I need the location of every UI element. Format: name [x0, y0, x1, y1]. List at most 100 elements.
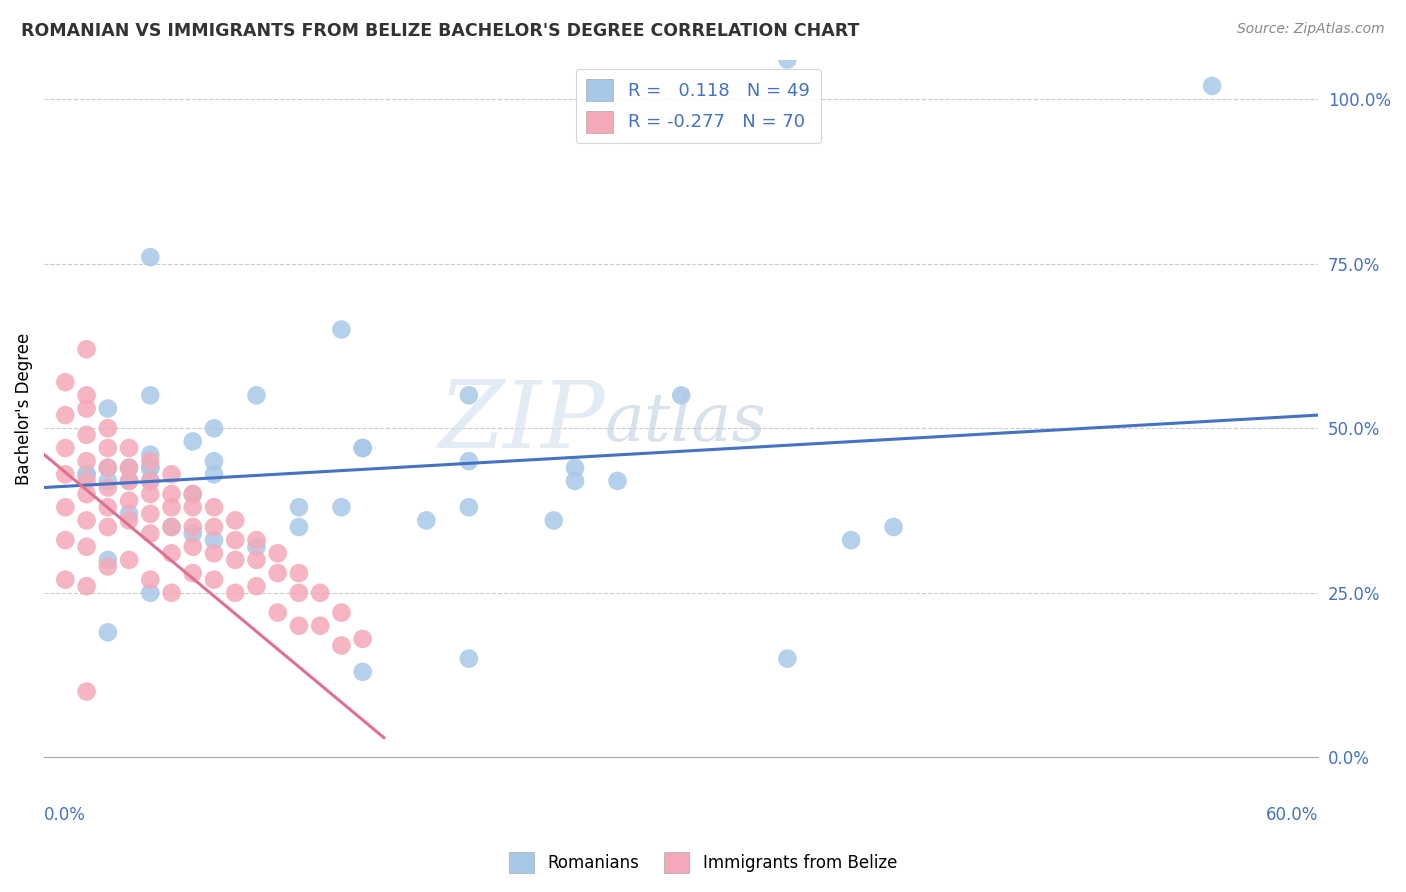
- Point: [139, 460, 162, 475]
- Point: [330, 639, 353, 653]
- Point: [139, 448, 162, 462]
- Point: [181, 540, 204, 554]
- Point: [53, 375, 76, 389]
- Point: [53, 408, 76, 422]
- Point: [288, 500, 311, 515]
- Point: [139, 487, 162, 501]
- Point: [97, 421, 120, 435]
- Point: [76, 513, 98, 527]
- Point: [97, 401, 120, 416]
- Point: [76, 467, 98, 482]
- Point: [267, 606, 290, 620]
- Point: [224, 533, 246, 548]
- Legend: R =   0.118   N = 49, R = -0.277   N = 70: R = 0.118 N = 49, R = -0.277 N = 70: [575, 69, 821, 144]
- Point: [883, 520, 905, 534]
- Point: [202, 520, 225, 534]
- Text: Source: ZipAtlas.com: Source: ZipAtlas.com: [1237, 22, 1385, 37]
- Point: [352, 665, 374, 679]
- Point: [288, 619, 311, 633]
- Point: [160, 500, 183, 515]
- Point: [776, 651, 799, 665]
- Point: [118, 460, 141, 475]
- Point: [224, 586, 246, 600]
- Point: [1201, 78, 1223, 93]
- Text: ROMANIAN VS IMMIGRANTS FROM BELIZE BACHELOR'S DEGREE CORRELATION CHART: ROMANIAN VS IMMIGRANTS FROM BELIZE BACHE…: [21, 22, 859, 40]
- Point: [76, 454, 98, 468]
- Point: [118, 460, 141, 475]
- Point: [97, 481, 120, 495]
- Text: 60.0%: 60.0%: [1265, 806, 1319, 824]
- Point: [118, 474, 141, 488]
- Point: [181, 434, 204, 449]
- Point: [139, 250, 162, 264]
- Legend: Romanians, Immigrants from Belize: Romanians, Immigrants from Belize: [502, 846, 904, 880]
- Point: [97, 460, 120, 475]
- Point: [457, 454, 479, 468]
- Point: [160, 487, 183, 501]
- Point: [330, 500, 353, 515]
- Point: [245, 388, 267, 402]
- Point: [288, 566, 311, 580]
- Point: [97, 500, 120, 515]
- Point: [245, 540, 267, 554]
- Point: [330, 322, 353, 336]
- Point: [181, 487, 204, 501]
- Point: [457, 651, 479, 665]
- Point: [181, 566, 204, 580]
- Point: [139, 474, 162, 488]
- Point: [160, 520, 183, 534]
- Point: [181, 526, 204, 541]
- Point: [267, 566, 290, 580]
- Point: [352, 632, 374, 646]
- Point: [245, 533, 267, 548]
- Point: [76, 487, 98, 501]
- Point: [564, 460, 586, 475]
- Point: [181, 500, 204, 515]
- Point: [118, 553, 141, 567]
- Point: [457, 388, 479, 402]
- Point: [202, 573, 225, 587]
- Point: [352, 441, 374, 455]
- Point: [224, 553, 246, 567]
- Point: [543, 513, 565, 527]
- Point: [76, 401, 98, 416]
- Point: [160, 467, 183, 482]
- Point: [202, 454, 225, 468]
- Point: [309, 586, 332, 600]
- Y-axis label: Bachelor's Degree: Bachelor's Degree: [15, 333, 32, 484]
- Point: [139, 460, 162, 475]
- Point: [76, 427, 98, 442]
- Point: [97, 625, 120, 640]
- Point: [139, 474, 162, 488]
- Point: [288, 520, 311, 534]
- Point: [776, 53, 799, 67]
- Point: [53, 573, 76, 587]
- Point: [669, 388, 692, 402]
- Point: [181, 487, 204, 501]
- Point: [53, 467, 76, 482]
- Point: [118, 507, 141, 521]
- Point: [76, 467, 98, 482]
- Point: [76, 343, 98, 357]
- Point: [139, 573, 162, 587]
- Point: [97, 474, 120, 488]
- Point: [118, 493, 141, 508]
- Text: ZIP: ZIP: [439, 377, 605, 467]
- Point: [606, 474, 628, 488]
- Point: [76, 540, 98, 554]
- Point: [97, 553, 120, 567]
- Point: [118, 441, 141, 455]
- Point: [76, 684, 98, 698]
- Point: [181, 520, 204, 534]
- Point: [139, 586, 162, 600]
- Point: [224, 513, 246, 527]
- Point: [245, 579, 267, 593]
- Point: [202, 421, 225, 435]
- Point: [245, 553, 267, 567]
- Point: [330, 606, 353, 620]
- Text: atlas: atlas: [605, 390, 766, 455]
- Point: [202, 546, 225, 560]
- Point: [160, 586, 183, 600]
- Point: [202, 500, 225, 515]
- Point: [139, 454, 162, 468]
